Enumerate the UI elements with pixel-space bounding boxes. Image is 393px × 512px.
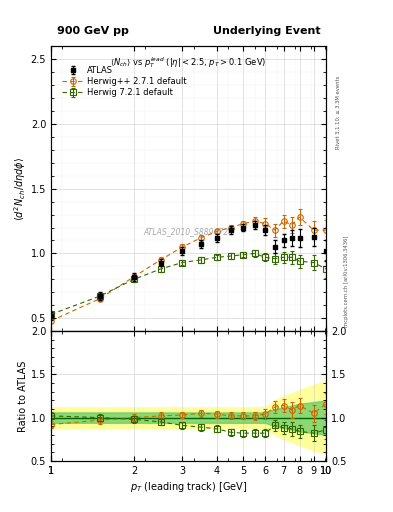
Text: ATLAS_2010_S8894728: ATLAS_2010_S8894728 — [143, 227, 234, 236]
Y-axis label: Ratio to ATLAS: Ratio to ATLAS — [18, 360, 28, 432]
Legend: ATLAS, Herwig++ 2.7.1 default, Herwig 7.2.1 default: ATLAS, Herwig++ 2.7.1 default, Herwig 7.… — [61, 65, 188, 99]
Text: mcplots.cern.ch [arXiv:1306.3436]: mcplots.cern.ch [arXiv:1306.3436] — [344, 236, 349, 327]
X-axis label: $p_T$ (leading track) [GeV]: $p_T$ (leading track) [GeV] — [130, 480, 247, 494]
Text: Underlying Event: Underlying Event — [213, 26, 321, 36]
Y-axis label: $\langle d^2 N_{ch}/d\eta d\phi \rangle$: $\langle d^2 N_{ch}/d\eta d\phi \rangle$ — [12, 157, 28, 221]
Text: Rivet 3.1.10; ≥ 3.3M events: Rivet 3.1.10; ≥ 3.3M events — [336, 76, 341, 150]
Text: $\langle N_{ch}\rangle$ vs $p_T^{lead}$ ($|\eta| < 2.5$, $p_T > 0.1$ GeV): $\langle N_{ch}\rangle$ vs $p_T^{lead}$ … — [110, 55, 267, 70]
Text: 900 GeV pp: 900 GeV pp — [57, 26, 129, 36]
